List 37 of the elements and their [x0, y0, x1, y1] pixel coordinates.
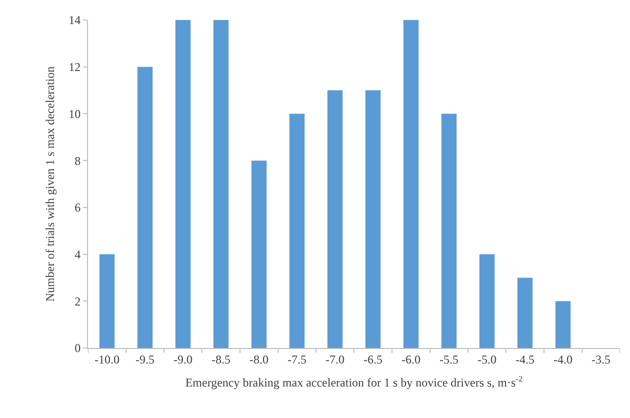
x-tick-label: -4.0: [554, 352, 572, 366]
y-tick-label: 4: [74, 247, 81, 262]
x-tick-label: -8.0: [250, 352, 268, 366]
bar: [479, 254, 495, 348]
y-axis-title: Number of trials with given 1 s max deceleration: [43, 66, 57, 302]
bar: [517, 278, 533, 348]
x-axis-title: Emergency braking max acceleration for 1 s by novice drivers s, m·s$^{-2}$: [185, 374, 523, 390]
x-tick-label: -6.0: [402, 352, 420, 366]
x-tick-label: -7.0: [326, 352, 344, 366]
x-tick-label: -3.5: [592, 352, 610, 366]
bar: [555, 301, 571, 348]
bar: [175, 20, 191, 348]
y-tick-label: 14: [68, 13, 81, 28]
x-tick-label: -9.0: [174, 352, 192, 366]
x-tick-label: -5.0: [478, 352, 496, 366]
y-tick-label: 8: [74, 154, 81, 168]
bar: [403, 20, 419, 348]
x-tick-label: -4.5: [516, 352, 534, 366]
bar: [251, 160, 267, 348]
y-tick-label: 6: [74, 200, 81, 215]
y-tick-label: 12: [68, 60, 81, 74]
x-tick-label: -7.5: [288, 352, 306, 366]
x-tick-label: -9.5: [136, 352, 154, 366]
bar: [289, 114, 305, 348]
y-tick-label: 0: [74, 341, 81, 356]
bar: [137, 66, 153, 348]
y-tick-label: 2: [74, 294, 81, 308]
bar: [213, 20, 229, 348]
y-tick-label: 10: [68, 106, 81, 121]
bar: [327, 90, 343, 348]
x-tick-label: -10.0: [94, 352, 120, 366]
x-tick-label: -6.5: [364, 352, 382, 366]
x-tick-label: -8.5: [212, 352, 230, 366]
bar: [365, 90, 381, 348]
x-tick-label: -5.5: [440, 352, 458, 366]
bar: [99, 254, 115, 348]
bar: [441, 114, 457, 348]
